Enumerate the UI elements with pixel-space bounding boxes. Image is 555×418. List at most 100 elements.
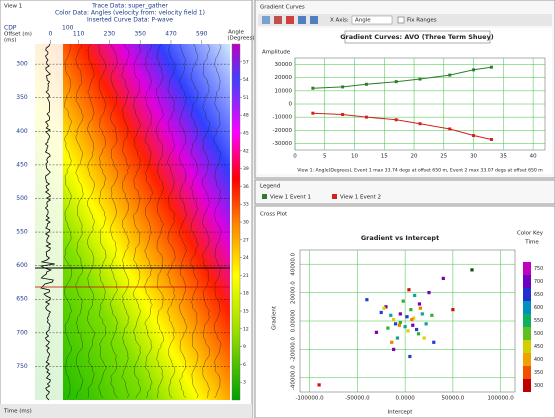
- fix-ranges-checkbox[interactable]: [398, 17, 404, 23]
- x-tick-label: 100000.0: [488, 396, 515, 402]
- y-tick-label: 400: [16, 128, 28, 135]
- point: [490, 66, 493, 69]
- heading: Trace Data: super_gather: [91, 3, 168, 10]
- point: [410, 318, 413, 321]
- color-key-cell: [523, 353, 531, 366]
- colorbar-tick-label: 39: [243, 166, 249, 172]
- chart-title: Gradient vs Intercept: [361, 234, 439, 242]
- y-tick-label: 20000.0: [291, 281, 297, 304]
- colorbar-tick-label: 48: [243, 113, 249, 119]
- x-tick-label: 25: [440, 154, 447, 160]
- x-axis-label: View 1: Angle(Degrees), Event 1 max 33.7…: [297, 168, 543, 174]
- point: [413, 294, 416, 297]
- x-axis-label: Intercept: [388, 410, 414, 416]
- tool-button[interactable]: [262, 16, 270, 24]
- color-key-cell: [523, 275, 531, 288]
- x-tick-label: 230: [104, 31, 116, 38]
- color-key-cell: [523, 340, 531, 353]
- colorbar-unit: (Degrees): [227, 36, 254, 42]
- point: [427, 291, 430, 294]
- x-tick-label: 470: [165, 31, 177, 38]
- color-key-label: 500: [534, 331, 543, 337]
- point: [392, 318, 395, 321]
- x-tick-label: 350: [134, 31, 146, 38]
- color-key-cell: [523, 327, 531, 340]
- y-tick-label: 40000.0: [291, 252, 297, 275]
- color-key-label: 350: [534, 370, 543, 376]
- point: [442, 277, 445, 280]
- x-tick-label: 20: [411, 154, 418, 160]
- y-axis-label: Gradient: [272, 305, 278, 330]
- point: [311, 112, 314, 115]
- color-key-cell: [523, 288, 531, 301]
- fix-ranges-label: Fix Ranges: [407, 18, 437, 24]
- y-tick-label: 700: [16, 329, 28, 336]
- colorbar-tick-label: 27: [243, 237, 249, 243]
- y-tick-label: -30000: [273, 141, 293, 147]
- x-tick-label: 40: [530, 154, 537, 160]
- color-key-label: 700: [534, 279, 543, 285]
- heading: Color Data: Angles (velocity from: veloc…: [55, 10, 205, 17]
- point: [399, 312, 402, 315]
- colorbar-tick-label: 6: [243, 362, 246, 368]
- point: [419, 307, 422, 310]
- color-key-cell: [523, 262, 531, 275]
- colorbar-tick-label: 24: [243, 255, 249, 261]
- point: [399, 321, 402, 324]
- point: [432, 341, 435, 344]
- panel-title: Gradient Curves: [260, 5, 305, 11]
- x-tick-label: 0: [48, 31, 52, 38]
- point: [395, 118, 398, 121]
- point: [386, 327, 389, 330]
- y-tick-label: 350: [16, 94, 28, 101]
- colorbar-tick-label: 21: [243, 273, 249, 279]
- point: [419, 78, 422, 81]
- colorbar-tick-label: 18: [243, 291, 249, 297]
- color-key-cell: [523, 301, 531, 314]
- point: [318, 383, 321, 386]
- tool-button[interactable]: [310, 16, 318, 24]
- tool-button[interactable]: [286, 16, 294, 24]
- y-tick-label: -20000.0: [291, 337, 297, 362]
- x-tick-label: 50000.0: [442, 396, 465, 402]
- x-tick-label: 5: [323, 154, 327, 160]
- heading: Inserted Curve Data: P-wave: [87, 17, 173, 24]
- point: [419, 122, 422, 125]
- point: [396, 336, 399, 339]
- point: [365, 83, 368, 86]
- point: [472, 68, 475, 71]
- color-key-label: 450: [534, 344, 543, 350]
- colorbar-tick-label: 3: [243, 380, 246, 386]
- point: [451, 308, 454, 311]
- panel-title: View 1: [4, 4, 22, 10]
- point: [365, 298, 368, 301]
- color-key-title: Color Key: [517, 231, 544, 237]
- legend-label: View 1 Event 2: [340, 195, 381, 201]
- point: [409, 308, 412, 311]
- colorbar-tick-label: 15: [243, 309, 249, 315]
- x-tick-label: 590: [196, 31, 208, 38]
- point: [375, 331, 378, 334]
- y-tick-label: 450: [16, 161, 28, 168]
- colorbar-tick-label: 54: [243, 77, 249, 83]
- chart-title: Gradient Curves: AVO (Three Term Shuey): [340, 33, 494, 41]
- y-tick-label: 500: [16, 195, 28, 202]
- point: [394, 322, 397, 325]
- tool-button[interactable]: [274, 16, 282, 24]
- time-unit: (ms): [4, 38, 17, 44]
- point: [415, 328, 418, 331]
- point: [311, 87, 314, 90]
- legend-label: View 1 Event 1: [270, 195, 311, 201]
- point: [402, 300, 405, 303]
- point: [448, 74, 451, 77]
- y-tick-label: -20000: [273, 128, 293, 134]
- x-axis-value: Angle: [355, 18, 371, 24]
- point: [407, 288, 410, 291]
- point: [425, 322, 428, 325]
- point: [408, 355, 411, 358]
- point: [382, 307, 385, 310]
- tool-button[interactable]: [298, 16, 306, 24]
- x-axis-label: X Axis:: [330, 18, 349, 24]
- colorbar-tick-label: 45: [243, 131, 249, 137]
